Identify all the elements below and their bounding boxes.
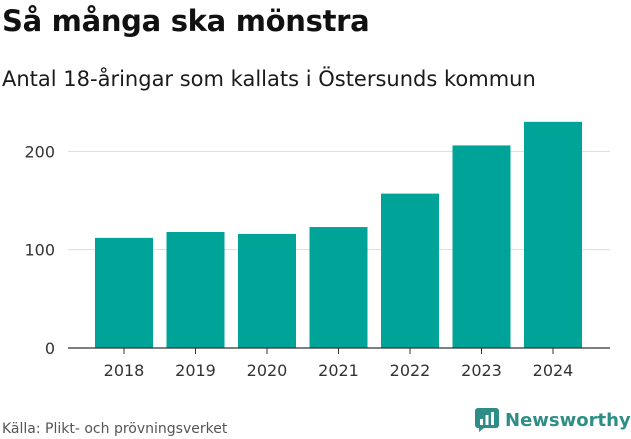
bar-2019 <box>166 231 225 348</box>
y-tick-label: 0 <box>45 339 55 358</box>
y-tick-label: 200 <box>24 142 55 161</box>
chart-subtitle: Antal 18-åringar som kallats i Östersund… <box>2 67 536 91</box>
x-tick-label: 2019 <box>175 361 216 380</box>
newsworthy-logo-icon <box>475 408 499 432</box>
bars <box>95 121 582 348</box>
newsworthy-logo-text: Newsworthy <box>505 409 631 431</box>
bar-2023 <box>452 145 511 348</box>
x-tick-label: 2023 <box>461 361 502 380</box>
bar-2024 <box>524 121 582 348</box>
bar-2018 <box>95 237 153 348</box>
x-tick-label: 2024 <box>533 361 574 380</box>
y-tick-label: 100 <box>24 241 55 260</box>
x-tick-label: 2020 <box>247 361 288 380</box>
bar-2021 <box>309 227 368 348</box>
bar-2020 <box>238 233 296 348</box>
newsworthy-logo: Newsworthy <box>475 408 631 432</box>
x-tick-label: 2021 <box>318 361 359 380</box>
axes: 0 100 200 2018 2019 2020 2021 2022 2023 2024 <box>24 142 610 380</box>
x-tick-label: 2022 <box>390 361 431 380</box>
source-note: Källa: Plikt- och prövningsverket <box>2 421 228 437</box>
x-tick-label: 2018 <box>104 361 145 380</box>
chart-title: Så många ska mönstra <box>2 4 370 38</box>
bar-2022 <box>381 193 439 348</box>
